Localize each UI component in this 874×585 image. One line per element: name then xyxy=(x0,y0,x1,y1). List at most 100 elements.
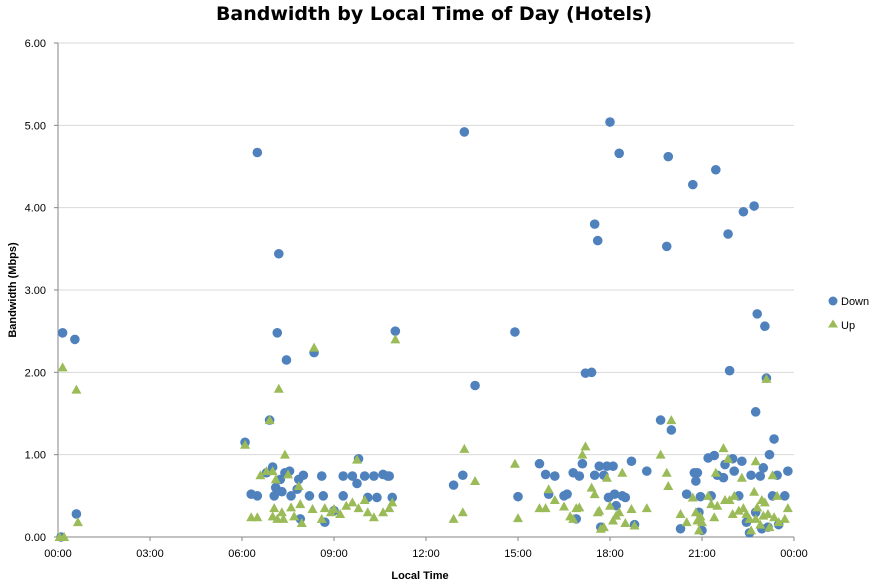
up-point xyxy=(279,449,290,459)
down-point xyxy=(534,458,545,469)
down-point xyxy=(281,355,292,365)
down-point xyxy=(737,456,747,467)
down-point xyxy=(318,491,329,501)
down-point xyxy=(663,151,674,162)
down-point xyxy=(372,492,382,503)
down-point xyxy=(718,472,729,483)
down-point xyxy=(752,309,762,319)
up-point xyxy=(755,519,766,529)
x-tick-label: 12:00 xyxy=(412,548,440,560)
up-point xyxy=(608,515,619,525)
up-point xyxy=(368,512,379,522)
up-point xyxy=(746,525,757,535)
down-point xyxy=(277,486,287,497)
up-point xyxy=(762,508,773,518)
up-point xyxy=(767,470,778,480)
down-point xyxy=(688,179,698,190)
up-point xyxy=(750,513,761,523)
up-point xyxy=(773,517,784,527)
down-point xyxy=(724,365,735,376)
x-axis-title: Local Time xyxy=(391,570,448,582)
up-point xyxy=(359,494,370,504)
up-point xyxy=(509,458,520,468)
down-point xyxy=(780,491,790,501)
down-point xyxy=(510,327,520,337)
up-point xyxy=(283,469,293,479)
chart-title: Bandwidth by Local Time of Day (Hotels) xyxy=(216,3,652,25)
up-point xyxy=(779,513,790,523)
down-point xyxy=(513,491,523,502)
down-point xyxy=(252,491,263,501)
down-point xyxy=(298,470,309,481)
up-point xyxy=(309,342,320,352)
up-point xyxy=(710,467,721,477)
up-point xyxy=(543,484,554,494)
down-point xyxy=(574,471,585,481)
up-point xyxy=(296,518,307,528)
up-point xyxy=(71,384,82,394)
down-point xyxy=(750,407,761,417)
down-point xyxy=(70,334,80,345)
down-point xyxy=(577,458,588,469)
up-point xyxy=(549,494,560,504)
legend-down-marker xyxy=(828,296,838,306)
up-point xyxy=(269,503,280,513)
down-point xyxy=(286,491,296,501)
y-axis-title: Bandwidth (Mbps) xyxy=(7,242,19,338)
up-point xyxy=(727,508,738,518)
x-tick-label: 21:00 xyxy=(688,548,716,560)
up-point xyxy=(270,474,281,484)
up-point xyxy=(695,511,706,521)
up-point xyxy=(614,507,625,517)
y-tick-label: 0.00 xyxy=(25,532,46,544)
down-point xyxy=(459,127,470,137)
down-point xyxy=(738,206,749,217)
up-point xyxy=(341,500,352,510)
up-point xyxy=(655,449,666,459)
down-point xyxy=(562,489,572,499)
up-point xyxy=(601,472,612,482)
up-point xyxy=(723,453,734,463)
down-point xyxy=(711,164,721,175)
up-point xyxy=(286,502,297,512)
down-point xyxy=(347,471,358,481)
up-point xyxy=(697,517,707,527)
up-point xyxy=(769,512,780,522)
series-down-points xyxy=(56,117,793,542)
up-point xyxy=(329,504,339,514)
up-point xyxy=(589,489,600,499)
x-tick-label: 15:00 xyxy=(504,548,532,560)
up-point xyxy=(586,482,597,492)
up-point xyxy=(729,490,740,500)
up-point xyxy=(620,518,631,528)
down-point xyxy=(592,235,603,246)
down-point xyxy=(760,321,770,332)
down-point xyxy=(681,489,692,499)
y-tick-label: 6.00 xyxy=(25,38,46,50)
down-point xyxy=(695,491,706,502)
up-point xyxy=(264,415,275,425)
down-point xyxy=(57,328,68,338)
down-point xyxy=(746,470,756,481)
up-point xyxy=(293,480,304,490)
y-tick-label: 5.00 xyxy=(25,120,46,132)
up-point xyxy=(448,513,459,523)
up-point xyxy=(690,507,701,517)
down-point xyxy=(71,509,82,519)
up-point xyxy=(295,499,306,509)
legend-up-marker xyxy=(828,319,838,328)
down-point xyxy=(764,449,775,460)
y-tick-label: 4.00 xyxy=(25,203,46,215)
down-point xyxy=(269,491,280,501)
up-point xyxy=(278,513,289,523)
up-point xyxy=(335,508,346,518)
x-tick-labels: 00:00 03:00 06:00 09:00 12:00 15:00 18:00 21:00… xyxy=(44,548,808,560)
down-point xyxy=(675,523,686,534)
y-tick-labels: 0.00 1.00 2.00 3.00 4.00 5.00 6.00 xyxy=(25,38,46,544)
up-point xyxy=(617,467,628,477)
down-point xyxy=(755,471,766,481)
down-point xyxy=(614,148,624,159)
up-point xyxy=(706,499,717,509)
up-point xyxy=(574,502,585,512)
x-tick-label: 06:00 xyxy=(228,548,256,560)
